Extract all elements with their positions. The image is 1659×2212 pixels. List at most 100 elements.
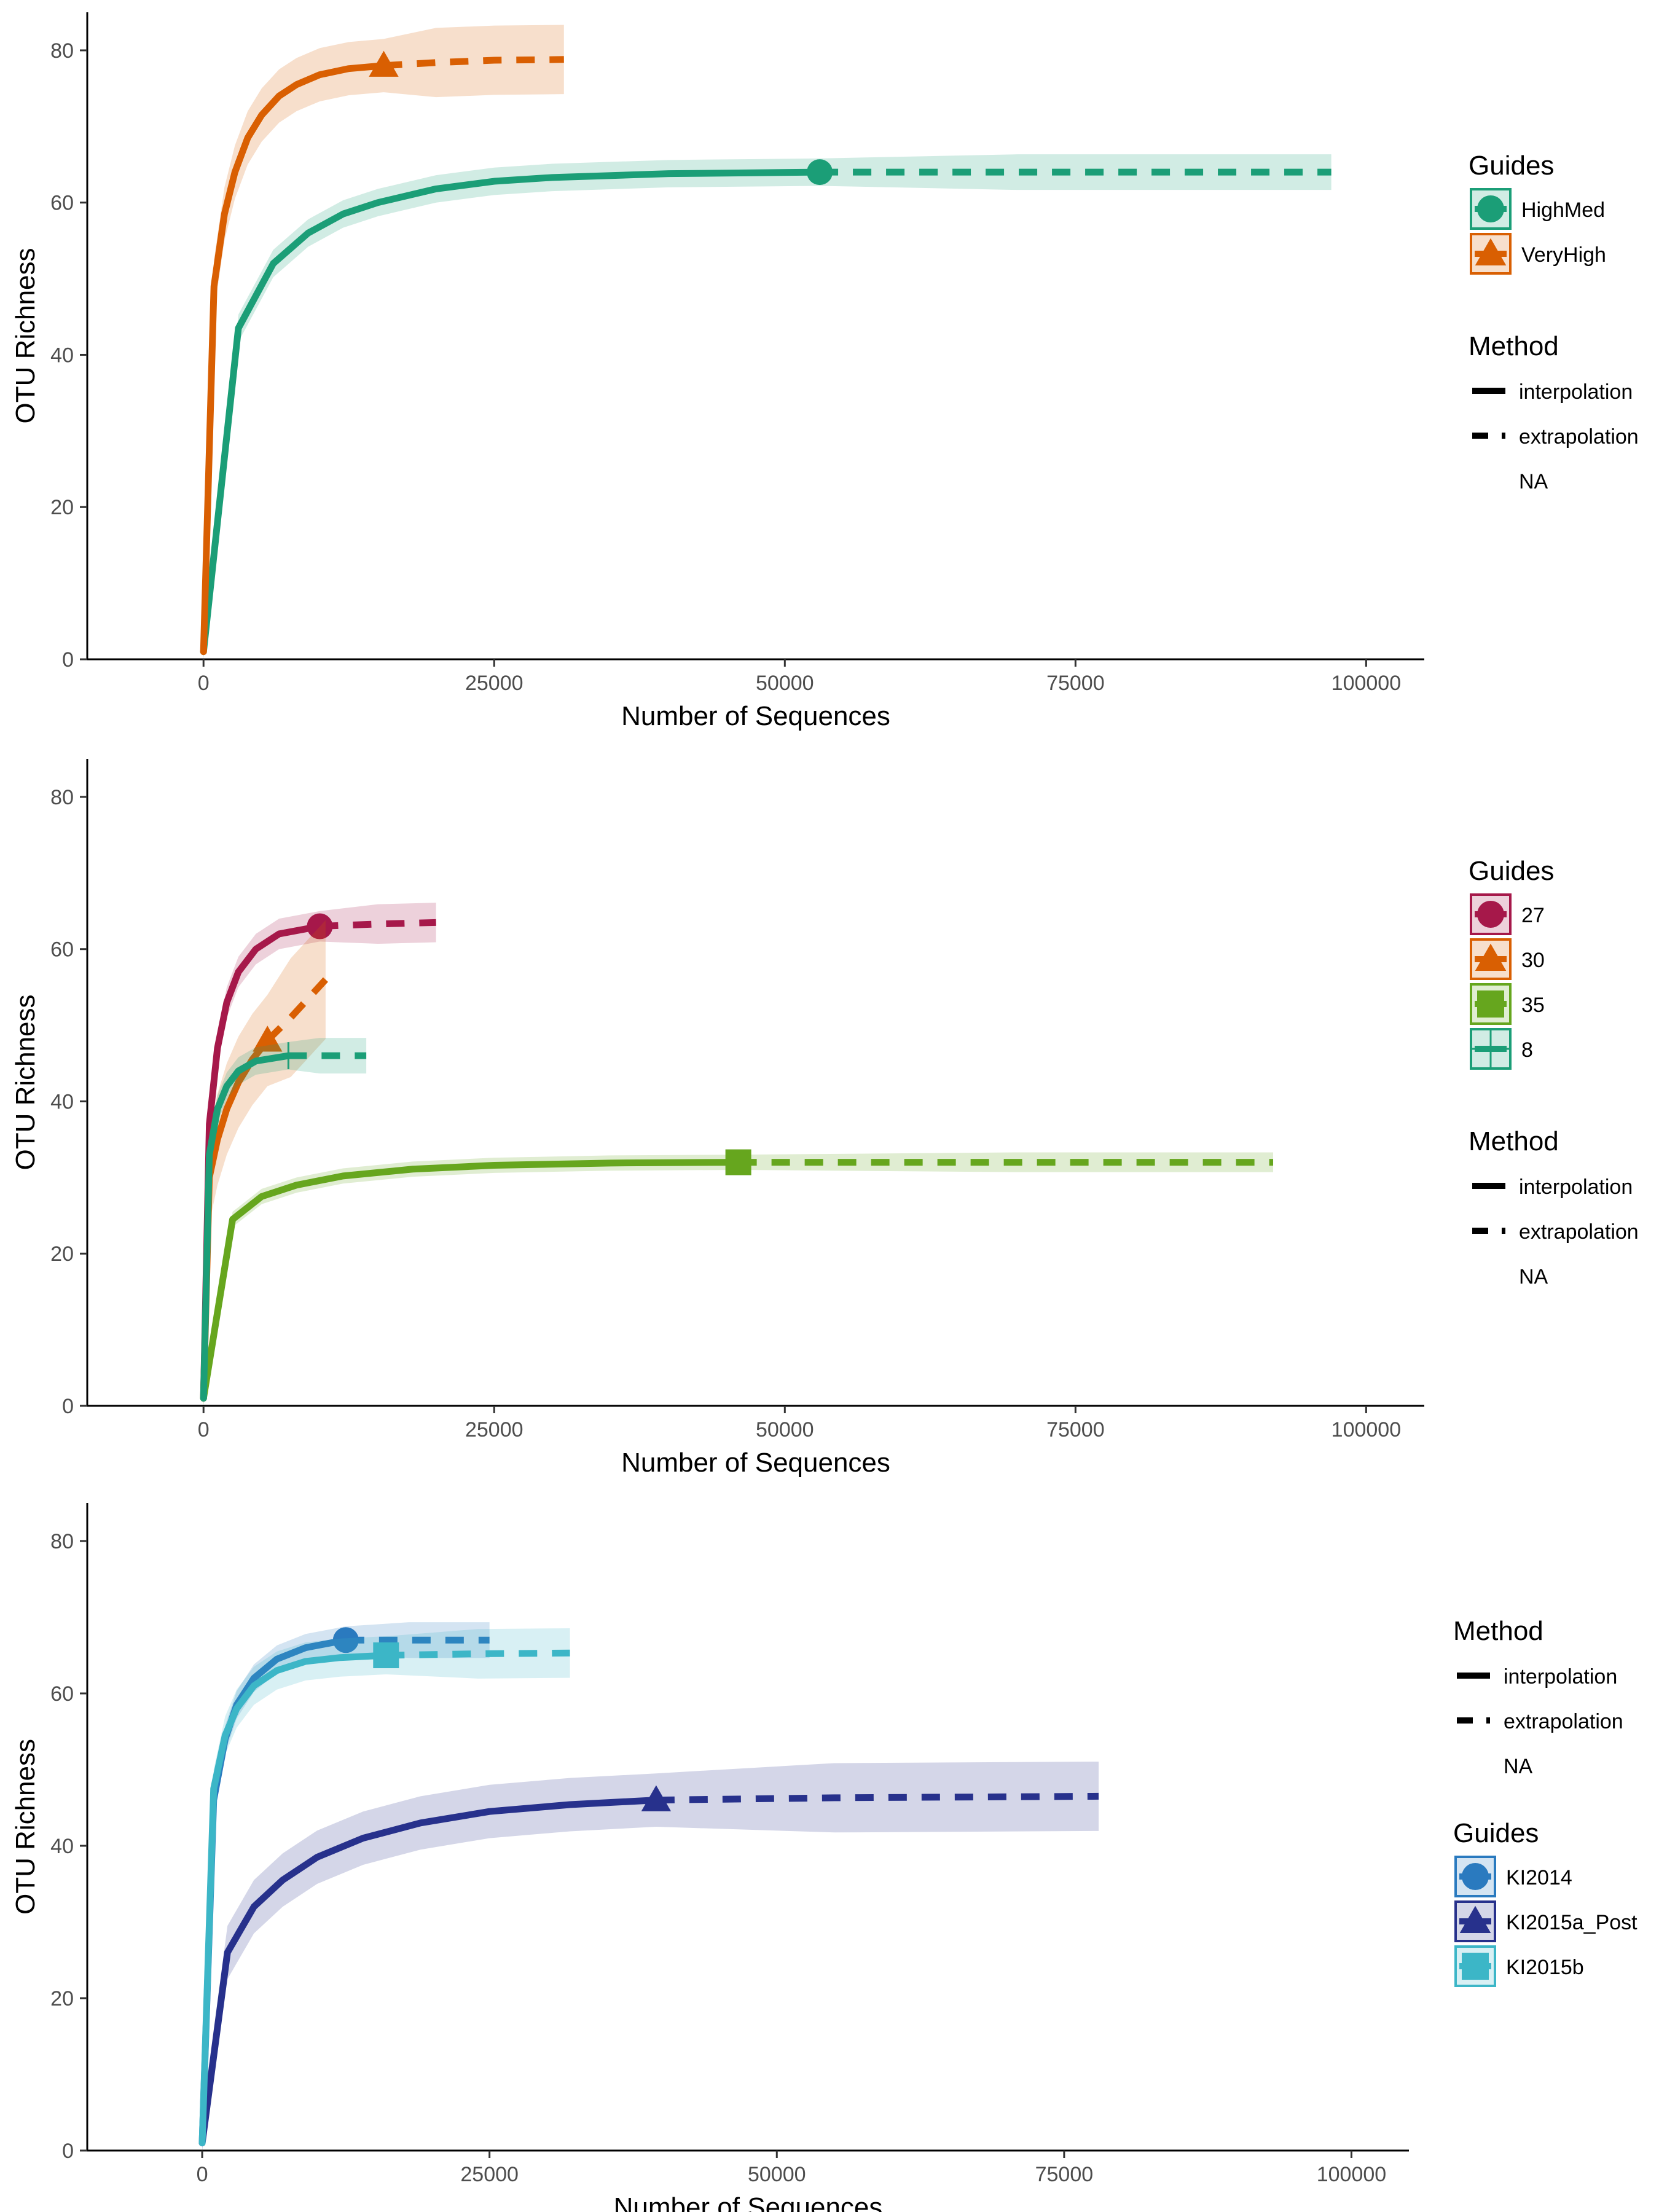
legend-label-KI2014: KI2014: [1506, 1866, 1572, 1889]
y-tick-label: 60: [50, 1682, 74, 1706]
legend-label-30: 30: [1521, 949, 1545, 972]
x-axis-title: Number of Sequences: [614, 2192, 883, 2212]
chart-panel-2: 0 25000 50000 75000 100000 0 20 40 60 80 Number of…: [10, 759, 1639, 1478]
y-tick-label: 40: [50, 1835, 74, 1858]
observed-point-KI2015b: [373, 1642, 399, 1668]
legend-guides-title: Guides: [1469, 151, 1554, 181]
y-tick-label: 80: [50, 1530, 74, 1553]
y-tick-label: 0: [62, 1395, 74, 1418]
legend-method-title: Method: [1469, 331, 1559, 361]
confidence-band-35: [203, 1152, 1274, 1406]
confidence-band-8: [203, 1038, 367, 1406]
x-tick-label: 75000: [1035, 2163, 1094, 2186]
legend-label-extrapolation: extrapolation: [1519, 1220, 1639, 1244]
x-tick-label: 0: [198, 672, 210, 695]
interpolation-line-35: [200, 1159, 742, 1402]
confidence-band-VeryHigh: [203, 25, 564, 660]
interpolation-line-KI2015a_Post: [198, 1797, 660, 2147]
x-axis-title: Number of Sequences: [621, 1448, 890, 1478]
legend-label-interpolation: interpolation: [1519, 1175, 1633, 1199]
y-tick-label: 20: [50, 1987, 74, 2010]
x-tick-label: 0: [197, 2163, 208, 2186]
legend-label-na: NA: [1519, 470, 1548, 493]
legend-label-na: NA: [1519, 1265, 1548, 1288]
legend-label-extrapolation: extrapolation: [1519, 425, 1639, 449]
series-KI2015a_Post: [198, 1761, 1099, 2151]
x-tick-label: 25000: [460, 2163, 519, 2186]
observed-point-VeryHigh: [369, 50, 399, 77]
legend-method: Method interpolation extrapolation NA: [1469, 1126, 1639, 1288]
legend-guides: Guides HighMed VeryHigh: [1469, 151, 1606, 275]
legend-key-shape-35: [1477, 990, 1504, 1018]
series-8: [200, 1038, 367, 1406]
legend-label-KI2015a_Post: KI2015a_Post: [1506, 1911, 1637, 1934]
observed-point-30: [253, 1026, 283, 1052]
observed-point-KI2015a_Post: [641, 1785, 672, 1811]
x-tick-label: 100000: [1317, 2163, 1386, 2186]
observed-point-KI2014: [332, 1627, 359, 1653]
legend-label-na: NA: [1504, 1755, 1533, 1778]
legend-method-title: Method: [1469, 1126, 1559, 1156]
extrapolation-line-KI2015a_Post: [656, 1792, 1099, 1804]
series-KI2015b: [198, 1628, 570, 2151]
y-tick-label: 20: [50, 496, 74, 519]
legend-label-HighMed: HighMed: [1521, 198, 1605, 222]
y-tick-label: 40: [50, 1090, 74, 1113]
y-tick-label: 60: [50, 938, 74, 962]
series-30: [200, 920, 328, 1406]
x-tick-label: 0: [198, 1418, 210, 1441]
series-VeryHigh: [200, 25, 564, 660]
interpolation-line-HighMed: [200, 168, 823, 656]
interpolation-line-KI2015b: [198, 1652, 390, 2147]
y-axis-title: OTU Richness: [10, 1739, 41, 1915]
x-tick-label: 50000: [756, 1418, 814, 1441]
y-axis-title: OTU Richness: [10, 994, 41, 1170]
extrapolation-line-30: [265, 977, 328, 1043]
x-axis-title: Number of Sequences: [621, 701, 890, 731]
legend-key-shape-VeryHigh: [1475, 238, 1507, 265]
legend-label-interpolation: interpolation: [1519, 380, 1633, 404]
chart-panel-3: 0 25000 50000 75000 100000 0 20 40 60 80 Number of…: [10, 1503, 1637, 2212]
y-tick-label: 80: [50, 39, 74, 63]
series-HighMed: [200, 154, 1332, 659]
x-tick-label: 100000: [1332, 672, 1401, 695]
legend-label-extrapolation: extrapolation: [1504, 1710, 1623, 1733]
y-tick-label: 0: [62, 648, 74, 672]
confidence-band-30: [203, 920, 326, 1406]
interpolation-line-VeryHigh: [200, 62, 388, 656]
y-tick-label: 60: [50, 192, 74, 215]
x-tick-label: 75000: [1046, 1418, 1105, 1441]
legend-key-shape-27: [1477, 901, 1504, 928]
legend-method-title: Method: [1453, 1616, 1543, 1646]
legend-method: Method interpolation extrapolation NA: [1469, 331, 1639, 493]
confidence-band-HighMed: [203, 154, 1332, 659]
observed-point-HighMed: [807, 159, 833, 186]
legend-method: Method interpolation extrapolation NA: [1453, 1616, 1623, 1778]
legend-label-VeryHigh: VeryHigh: [1521, 243, 1606, 267]
legend-guides-title: Guides: [1469, 856, 1554, 886]
confidence-band-KI2015a_Post: [202, 1761, 1099, 2151]
legend-label-35: 35: [1521, 994, 1545, 1017]
extrapolation-line-VeryHigh: [383, 56, 564, 69]
legend-key-shape-KI2015a_Post: [1459, 1905, 1491, 1933]
y-tick-label: 80: [50, 786, 74, 809]
interpolation-line-27: [200, 923, 323, 1402]
y-tick-label: 40: [50, 343, 74, 367]
legend-key-shape-KI2014: [1462, 1863, 1489, 1890]
x-tick-label: 100000: [1332, 1418, 1401, 1441]
x-tick-label: 75000: [1046, 672, 1105, 695]
series-27: [200, 903, 436, 1406]
x-tick-label: 50000: [748, 2163, 806, 2186]
legend-key-shape-30: [1475, 943, 1507, 971]
legend-label-8: 8: [1521, 1038, 1533, 1062]
y-tick-label: 20: [50, 1242, 74, 1266]
observed-point-27: [307, 913, 333, 939]
legend-label-interpolation: interpolation: [1504, 1665, 1617, 1688]
legend-label-27: 27: [1521, 904, 1545, 927]
x-tick-label: 50000: [756, 672, 814, 695]
x-tick-label: 25000: [465, 1418, 524, 1441]
legend-guides-title: Guides: [1453, 1818, 1539, 1848]
legend-key-shape-KI2015b: [1462, 1953, 1489, 1980]
y-axis-title: OTU Richness: [10, 248, 41, 423]
observed-point-35: [725, 1149, 751, 1175]
